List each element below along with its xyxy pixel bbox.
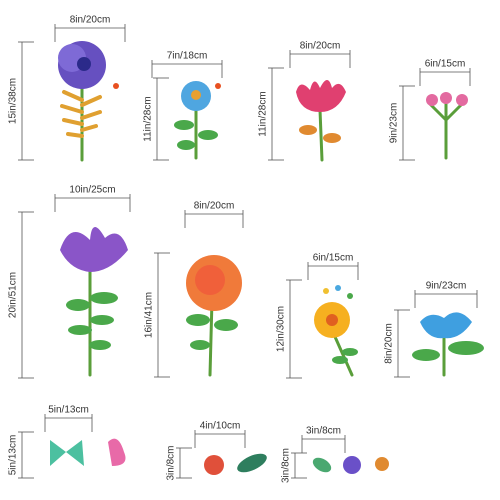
height-label: 16in/41cm [144,292,155,338]
width-label: 3in/8cm [306,426,341,437]
width-label: 6in/15cm [425,59,466,70]
height-label: 3in/8cm [281,448,292,483]
height-label: 20in/51cm [8,272,19,318]
height-label: 8in/20cm [384,323,395,364]
width-label: 4in/10cm [200,421,241,432]
width-label: 6in/15cm [313,253,354,264]
height-label: 12in/30cm [276,306,287,352]
height-label: 15in/38cm [8,78,19,124]
height-label: 11in/28cm [258,91,269,136]
width-label: 9in/23cm [426,281,467,292]
height-label: 9in/23cm [389,103,400,144]
width-label: 8in/20cm [70,15,111,26]
width-label: 8in/20cm [194,201,235,212]
width-label: 10in/25cm [69,185,115,196]
flower-artwork [50,41,484,475]
width-label: 8in/20cm [300,41,341,52]
width-label: 5in/13cm [48,405,89,416]
height-label: 3in/8cm [166,445,177,480]
height-label: 5in/13cm [8,435,19,476]
height-label: 11in/28cm [143,96,154,141]
width-label: 7in/18cm [167,51,208,62]
